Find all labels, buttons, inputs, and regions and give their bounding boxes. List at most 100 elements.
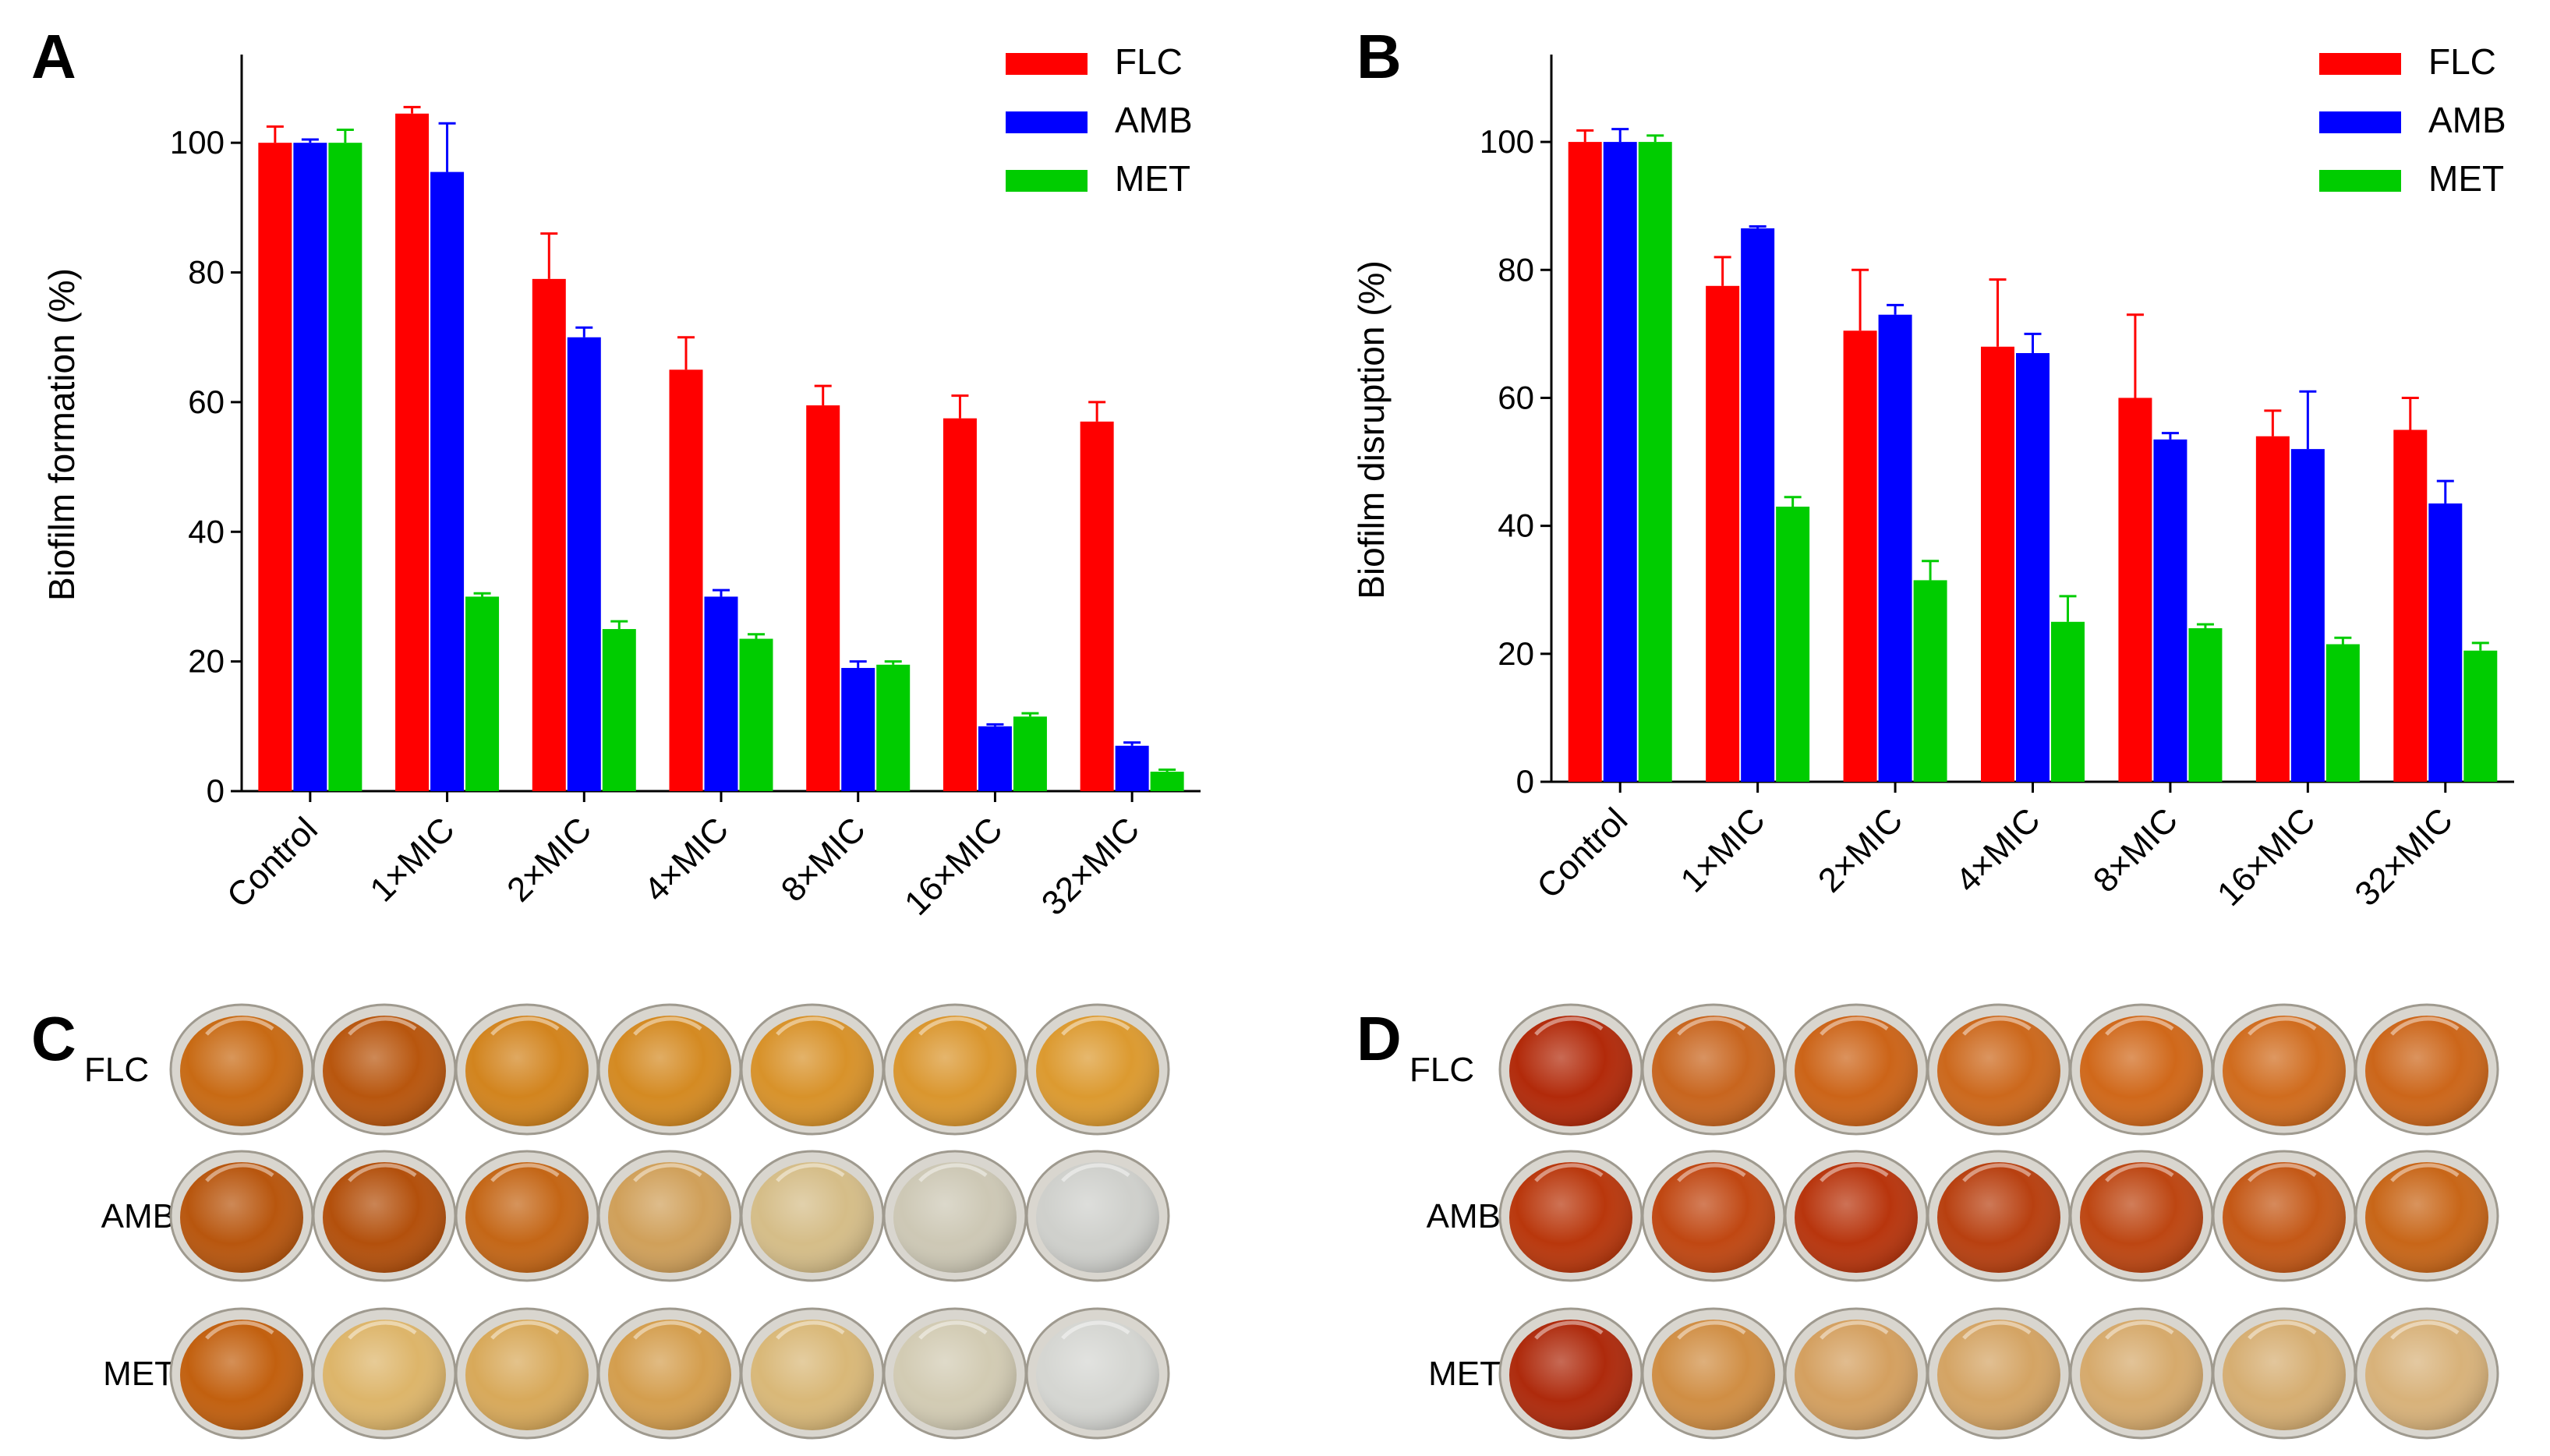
row-label-flc: FLC — [84, 1051, 149, 1089]
well-shading — [2080, 1016, 2203, 1126]
bar-flc — [669, 369, 703, 791]
well — [1498, 1307, 1643, 1440]
well-highlight — [1820, 1163, 1889, 1182]
well-highlight — [776, 1163, 845, 1182]
well-shading — [608, 1016, 731, 1126]
well — [740, 1307, 885, 1440]
bar-flc — [395, 113, 430, 791]
well — [1784, 1307, 1929, 1440]
well — [597, 1003, 742, 1136]
well-shading — [1036, 1320, 1159, 1430]
legend-label-met: MET — [1115, 158, 1190, 199]
well — [1025, 1150, 1170, 1282]
legend-label-flc: FLC — [1115, 41, 1183, 82]
x-tick-label: Control — [220, 810, 325, 915]
bar-met — [328, 143, 363, 791]
bar-met — [1638, 142, 1672, 782]
well — [1784, 1150, 1929, 1282]
well-highlight — [2248, 1320, 2317, 1340]
panel-label: C — [31, 1004, 76, 1073]
well-highlight — [1820, 1016, 1889, 1036]
well-shading — [180, 1016, 303, 1126]
well — [882, 1003, 1027, 1136]
bar-amb — [430, 171, 465, 791]
chart-b: B 0 20 40 60 80 100 Biofilm disruption (%) Contr… — [1351, 22, 2514, 914]
legend-swatch-flc — [2319, 53, 2401, 75]
well-shading — [751, 1162, 874, 1273]
well-highlight — [1061, 1016, 1130, 1036]
well-highlight — [348, 1163, 417, 1182]
panel-label: D — [1356, 1004, 1402, 1073]
well — [2212, 1307, 2357, 1440]
well — [2069, 1307, 2214, 1440]
well-shading — [893, 1162, 1017, 1273]
bar-flc — [2118, 398, 2152, 782]
well-highlight — [1677, 1163, 1746, 1182]
x-tick-label: 32×MIC — [1035, 810, 1147, 922]
well-highlight — [205, 1320, 274, 1340]
well — [169, 1003, 314, 1136]
bar-met — [1776, 507, 1810, 782]
photo-panel-d: D FLC AMB MET — [1356, 1003, 2499, 1440]
well-highlight — [918, 1320, 988, 1340]
bar-met — [2188, 627, 2223, 782]
well — [1498, 1150, 1643, 1282]
well-highlight — [1061, 1320, 1130, 1340]
bar-met — [739, 638, 773, 791]
bar-amb — [2290, 449, 2325, 782]
well — [1498, 1003, 1643, 1136]
well-highlight — [205, 1016, 274, 1036]
well-highlight — [1534, 1320, 1604, 1340]
well-shading — [2365, 1320, 2488, 1430]
well-highlight — [1820, 1320, 1889, 1340]
bar-amb — [1115, 745, 1149, 791]
x-tick-label: 8×MIC — [774, 810, 873, 909]
panel-label: A — [31, 22, 76, 91]
well-highlight — [1962, 1320, 2032, 1340]
well-shading — [180, 1320, 303, 1430]
well-highlight — [633, 1163, 702, 1182]
well — [2354, 1307, 2499, 1440]
well — [882, 1150, 1027, 1282]
well-highlight — [1962, 1163, 2032, 1182]
well-shading — [1509, 1320, 1632, 1430]
well — [1025, 1307, 1170, 1440]
well-shading — [2223, 1320, 2346, 1430]
well — [1025, 1003, 1170, 1136]
well-shading — [1937, 1320, 2060, 1430]
well — [882, 1307, 1027, 1440]
well — [2212, 1003, 2357, 1136]
x-tick-label: 32×MIC — [2347, 800, 2460, 913]
well-shading — [1652, 1320, 1775, 1430]
well — [597, 1307, 742, 1440]
bar-flc — [1706, 285, 1740, 783]
well — [1641, 1003, 1786, 1136]
panel-label: B — [1356, 22, 1402, 91]
x-tick-label: 1×MIC — [1674, 800, 1773, 899]
x-tick-label: 2×MIC — [500, 810, 599, 909]
bar-met — [2325, 644, 2360, 782]
legend-swatch-amb — [1006, 111, 1088, 133]
well — [740, 1003, 885, 1136]
well — [2354, 1150, 2499, 1282]
bar-flc — [1843, 330, 1877, 782]
well-highlight — [2105, 1016, 2174, 1036]
well-highlight — [2390, 1163, 2460, 1182]
x-tick-label: 16×MIC — [897, 810, 1010, 922]
bar-met — [1013, 716, 1047, 791]
well-shading — [608, 1162, 731, 1273]
y-tick-label: 100 — [170, 124, 225, 161]
well-highlight — [918, 1016, 988, 1036]
well-shading — [323, 1016, 446, 1126]
row-label-amb: AMB — [1427, 1197, 1501, 1235]
x-tick-label: 8×MIC — [2086, 800, 2185, 899]
well-highlight — [1677, 1016, 1746, 1036]
well-shading — [893, 1320, 1017, 1430]
well-highlight — [1534, 1016, 1604, 1036]
well-shading — [608, 1320, 731, 1430]
bar-met — [1150, 772, 1184, 791]
well-shading — [465, 1320, 589, 1430]
bar-flc — [258, 143, 292, 791]
y-tick-label: 60 — [1498, 379, 1534, 415]
